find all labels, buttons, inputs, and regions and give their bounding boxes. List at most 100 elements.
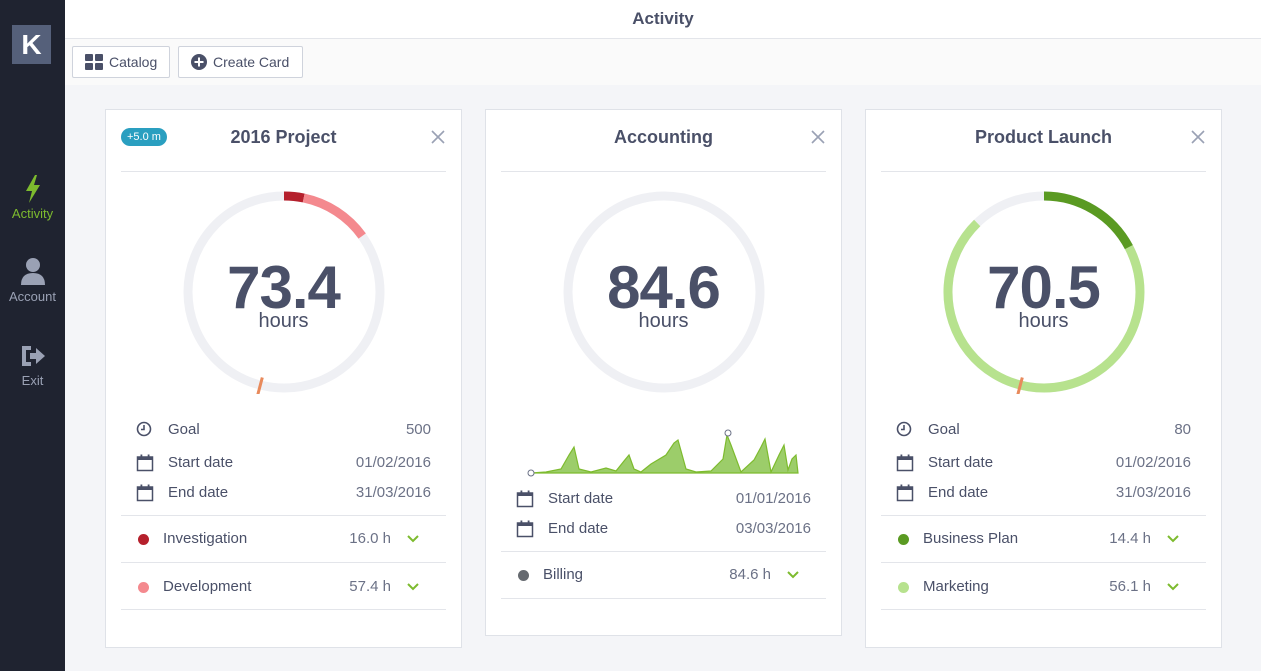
accounting-card: Accounting 84.6 hours Start date 01/01/2… <box>485 109 842 636</box>
start-date-row: Start date 01/02/2016 <box>896 452 1191 474</box>
category-value: 16.0 h <box>349 530 391 547</box>
calendar-icon <box>516 520 534 538</box>
divider <box>121 171 446 172</box>
time-badge: +5.0 m <box>121 128 167 146</box>
sidebar-item-exit[interactable]: Exit <box>0 341 65 388</box>
chevron-down-icon[interactable] <box>407 534 419 544</box>
lightning-icon <box>25 175 40 203</box>
product-launch-card: Product Launch 70.5 hours Goal 80 Start … <box>865 109 1222 648</box>
hours-value: 73.4 <box>227 254 341 321</box>
field-label: End date <box>928 484 989 501</box>
user-icon <box>20 258 45 285</box>
progress-ring <box>943 191 1145 394</box>
field-label: Start date <box>168 454 234 471</box>
catalog-button[interactable]: Catalog <box>72 46 170 78</box>
chevron-down-icon[interactable] <box>407 582 419 592</box>
start-date-row: Start date 01/02/2016 <box>136 452 431 474</box>
clock-icon <box>136 421 152 437</box>
field-value: 500 <box>405 421 431 438</box>
card-title: Accounting <box>614 127 713 147</box>
chevron-down-icon[interactable] <box>1167 534 1179 544</box>
activity-sparkline <box>527 429 799 477</box>
end-date-row: End date 31/03/2016 <box>136 482 431 504</box>
category-dot <box>898 534 909 545</box>
hours-unit: hours <box>258 310 309 332</box>
create-card-button[interactable]: Create Card <box>178 46 303 78</box>
category-value: 56.1 h <box>1109 578 1151 595</box>
field-label: Start date <box>928 454 994 471</box>
category-dot <box>138 534 149 545</box>
calendar-icon <box>896 454 914 472</box>
goal-row: Goal 80 <box>896 419 1191 441</box>
sidebar-item-account[interactable]: Account <box>0 257 65 304</box>
category-label: Development <box>163 578 252 595</box>
category-dot <box>138 582 149 593</box>
category-label: Billing <box>543 566 584 583</box>
category-label: Business Plan <box>923 530 1019 547</box>
category-row-development[interactable]: Development 57.4 h <box>136 576 431 598</box>
chevron-down-icon[interactable] <box>1167 582 1179 592</box>
sidebar-item-label: Account <box>9 289 56 304</box>
field-value: 01/01/2016 <box>735 490 811 507</box>
create-card-button-label: Create Card <box>213 54 290 70</box>
chevron-down-icon[interactable] <box>787 570 799 580</box>
category-label: Investigation <box>163 530 248 547</box>
card-title: Product Launch <box>974 127 1112 147</box>
page-title: Activity <box>65 0 1261 39</box>
goal-marker <box>256 377 264 394</box>
category-row-investigation[interactable]: Investigation 16.0 h <box>136 528 431 550</box>
hours-unit: hours <box>638 310 689 332</box>
category-row-marketing[interactable]: Marketing 56.1 h <box>896 576 1191 598</box>
divider <box>501 171 826 172</box>
divider <box>501 551 826 552</box>
divider <box>121 609 446 610</box>
plus-circle-icon <box>191 54 207 70</box>
field-value: 31/03/2016 <box>355 484 431 501</box>
goal-row: Goal 500 <box>136 419 431 441</box>
calendar-icon <box>896 484 914 502</box>
field-label: End date <box>168 484 229 501</box>
field-label: Goal <box>168 421 200 438</box>
category-value: 14.4 h <box>1109 530 1151 547</box>
divider <box>881 171 1206 172</box>
start-date-row: Start date 01/01/2016 <box>516 488 811 510</box>
divider <box>121 515 446 516</box>
field-label: End date <box>548 520 609 537</box>
progress-ring <box>563 191 765 393</box>
calendar-icon <box>136 454 154 472</box>
clock-icon <box>896 421 912 437</box>
exit-icon <box>21 346 45 366</box>
field-value: 80 <box>1174 421 1191 438</box>
grid-icon <box>85 54 103 70</box>
category-value: 57.4 h <box>349 578 391 595</box>
category-dot <box>898 582 909 593</box>
sidebar-item-activity[interactable]: Activity <box>0 174 65 221</box>
toolbar: Catalog Create Card <box>65 39 1261 85</box>
field-label: Start date <box>548 490 614 507</box>
catalog-button-label: Catalog <box>109 54 158 70</box>
divider <box>881 609 1206 610</box>
goal-marker <box>1016 377 1024 394</box>
field-value: 03/03/2016 <box>735 520 811 537</box>
project-card: +5.0 m 2016 Project 73.4 hours Goal 500 … <box>105 109 462 648</box>
sidebar: K Activity Account Exit <box>0 0 65 671</box>
category-row-business-plan[interactable]: Business Plan 14.4 h <box>896 528 1191 550</box>
end-date-row: End date 03/03/2016 <box>516 518 811 540</box>
divider <box>881 562 1206 563</box>
field-label: Goal <box>928 421 960 438</box>
hours-value: 84.6 <box>607 254 721 321</box>
close-icon[interactable] <box>1189 128 1207 146</box>
field-value: 31/03/2016 <box>1115 484 1191 501</box>
card-title: 2016 Project <box>230 127 337 147</box>
divider <box>881 515 1206 516</box>
hours-value: 70.5 <box>987 254 1101 321</box>
hours-unit: hours <box>1018 310 1069 332</box>
sidebar-item-label: Exit <box>21 373 44 388</box>
category-value: 84.6 h <box>729 566 771 583</box>
category-row-billing[interactable]: Billing 84.6 h <box>516 564 811 586</box>
close-icon[interactable] <box>809 128 827 146</box>
category-label: Marketing <box>923 578 989 595</box>
close-icon[interactable] <box>429 128 447 146</box>
end-date-row: End date 31/03/2016 <box>896 482 1191 504</box>
calendar-icon <box>136 484 154 502</box>
